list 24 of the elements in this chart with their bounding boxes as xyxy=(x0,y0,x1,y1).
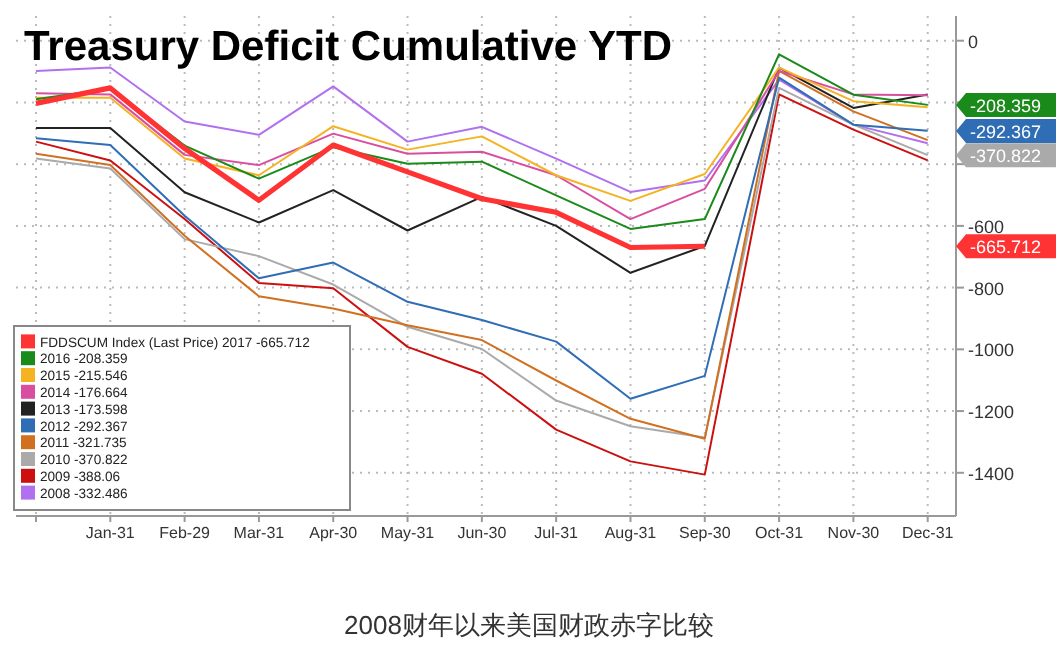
text: -208.359 xyxy=(970,96,1042,116)
x-tick-label: Oct-31 xyxy=(755,524,805,542)
x-tick-label: Jan-31 xyxy=(85,524,136,542)
x-tick-label: Dec-31 xyxy=(901,524,955,542)
chart-title: Treasury Deficit Cumulative YTD xyxy=(24,24,673,70)
x-tick-label: Jun-30 xyxy=(457,524,508,542)
text: -292.367 xyxy=(970,121,1042,142)
text: 2008财年以来美国财政赤字比较 xyxy=(344,610,714,640)
x-tick-label: Sep-30 xyxy=(678,524,732,542)
y-tick-label: -1200 xyxy=(968,402,1015,423)
x-tick-label: Mar-31 xyxy=(233,524,286,542)
text: -665.712 xyxy=(970,237,1042,258)
y-tick-label: -600 xyxy=(968,216,1005,237)
y-tick-label: -1000 xyxy=(968,340,1015,361)
y-tick-label: 0 xyxy=(968,31,979,52)
text: -370.822 xyxy=(970,146,1042,167)
y-tick-label: -1400 xyxy=(968,463,1015,484)
x-tick-label: Nov-30 xyxy=(827,524,881,542)
x-tick-label: Jul-31 xyxy=(534,524,580,542)
x-tick-label: Apr-30 xyxy=(309,524,359,542)
x-tick-label: May-31 xyxy=(380,524,436,542)
x-tick-label: Feb-29 xyxy=(159,524,212,542)
x-tick-label: Aug-31 xyxy=(604,524,658,542)
y-tick-label: -800 xyxy=(968,278,1005,299)
